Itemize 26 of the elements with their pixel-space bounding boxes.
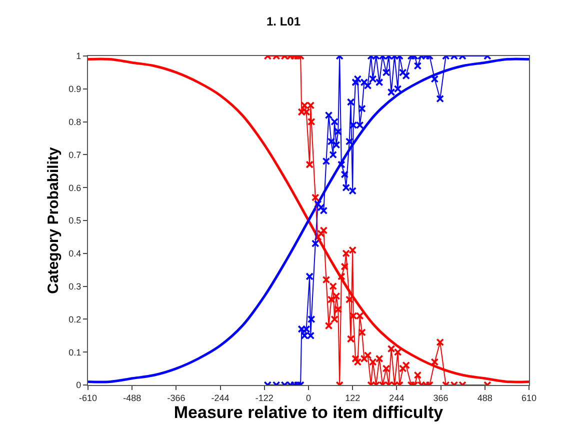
x-tick-label: 366 [433, 392, 448, 403]
y-tick-label: 0.6 [68, 182, 82, 193]
y-tick-label: 0.2 [68, 314, 82, 324]
x-tick-label: 610 [521, 392, 537, 403]
x-tick-label: -610 [78, 392, 98, 403]
y-tick-label: 0 [76, 380, 82, 390]
x-tick-label: 244 [389, 392, 404, 403]
y-tick-label: 0.4 [68, 248, 82, 259]
y-tick-label: 0.7 [68, 150, 82, 160]
x-tick-label: 488 [477, 392, 492, 403]
y-tick-label: 1 [76, 51, 82, 62]
x-tick-label: 0 [306, 392, 312, 403]
line-series [88, 58, 529, 384]
y-axis-title: Category Probability [44, 146, 62, 294]
x-axis-title: Measure relative to item difficulty [174, 403, 444, 422]
x-tick-label: -122 [255, 392, 274, 403]
y-tick-label: 0.8 [68, 116, 82, 127]
x-tick-label: -244 [211, 392, 230, 403]
x-tick-label: -366 [167, 392, 186, 403]
x-tick-label: 122 [345, 392, 360, 403]
y-tick-label: 0.5 [68, 216, 82, 226]
y-tick-label: 0.9 [68, 84, 82, 94]
y-tick-label: 0.3 [68, 281, 82, 292]
chart-title: 1. L01 [266, 14, 301, 29]
y-tick-label: 0.1 [68, 347, 82, 358]
x-tick-label: -488 [123, 392, 142, 403]
